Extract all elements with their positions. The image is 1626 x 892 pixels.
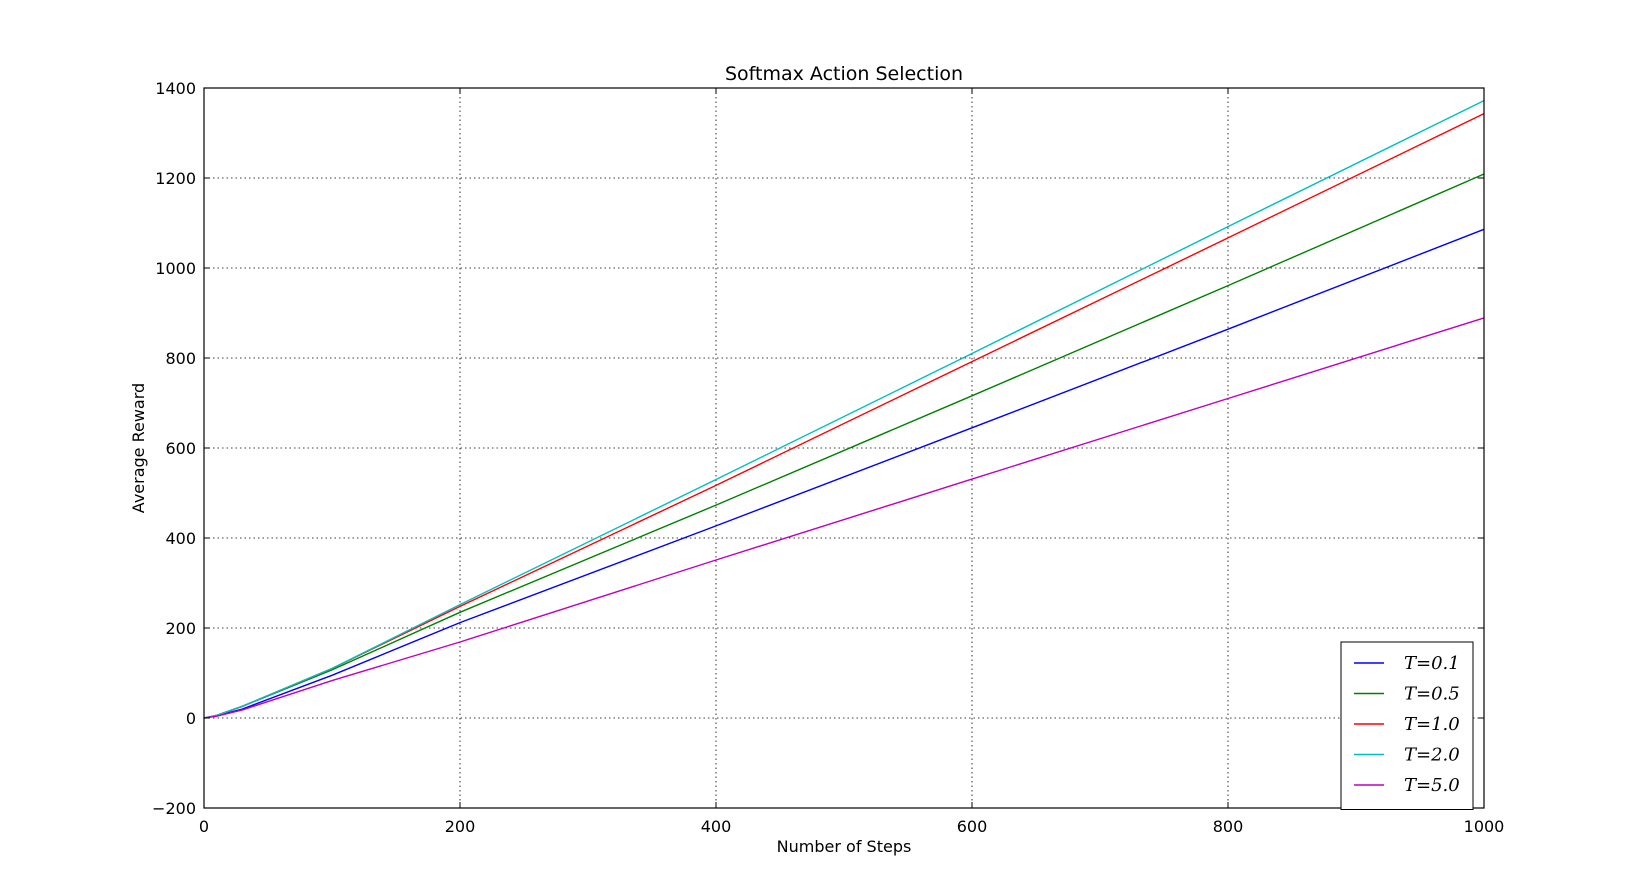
grid — [203, 87, 1485, 809]
x-axis-label: Number of Steps — [777, 837, 912, 856]
series-line — [203, 317, 1485, 719]
legend-box — [1340, 641, 1474, 810]
y-axis-label: Average Reward — [129, 383, 148, 513]
series-line — [203, 99, 1485, 719]
series-lines — [203, 99, 1485, 719]
x-tick-label: 1000 — [1464, 817, 1505, 836]
x-tick-label: 600 — [957, 817, 988, 836]
y-tick-label: 0 — [186, 709, 196, 728]
legend-label: T=0.1 — [1404, 653, 1460, 674]
series-line — [203, 228, 1485, 719]
legend-label: T=5.0 — [1404, 775, 1460, 796]
x-tick-label: 800 — [1213, 817, 1244, 836]
y-tick-label: 200 — [165, 619, 196, 638]
legend-label: T=1.0 — [1404, 714, 1460, 735]
y-tick-label: 1200 — [155, 169, 196, 188]
legend-label: T=0.5 — [1404, 684, 1460, 705]
x-tick-label: 400 — [701, 817, 732, 836]
y-tick-label: 1000 — [155, 259, 196, 278]
ticks: 0 200 400 600 800 1000−2000200400600800100012… — [152, 79, 1504, 836]
y-tick-label: 400 — [165, 529, 196, 548]
y-tick-label: 1400 — [155, 79, 196, 98]
y-tick-label: −200 — [152, 799, 196, 818]
legend: T=0.1 T=0.5 T=1.0 T=2.0 T=5.0 — [1340, 641, 1474, 810]
x-tick-label: 200 — [445, 817, 476, 836]
y-tick-label: 800 — [165, 349, 196, 368]
chart-title: Softmax Action Selection — [725, 63, 963, 85]
legend-label: T=2.0 — [1404, 745, 1460, 766]
y-tick-label: 600 — [165, 439, 196, 458]
x-tick-label: 0 — [199, 817, 209, 836]
